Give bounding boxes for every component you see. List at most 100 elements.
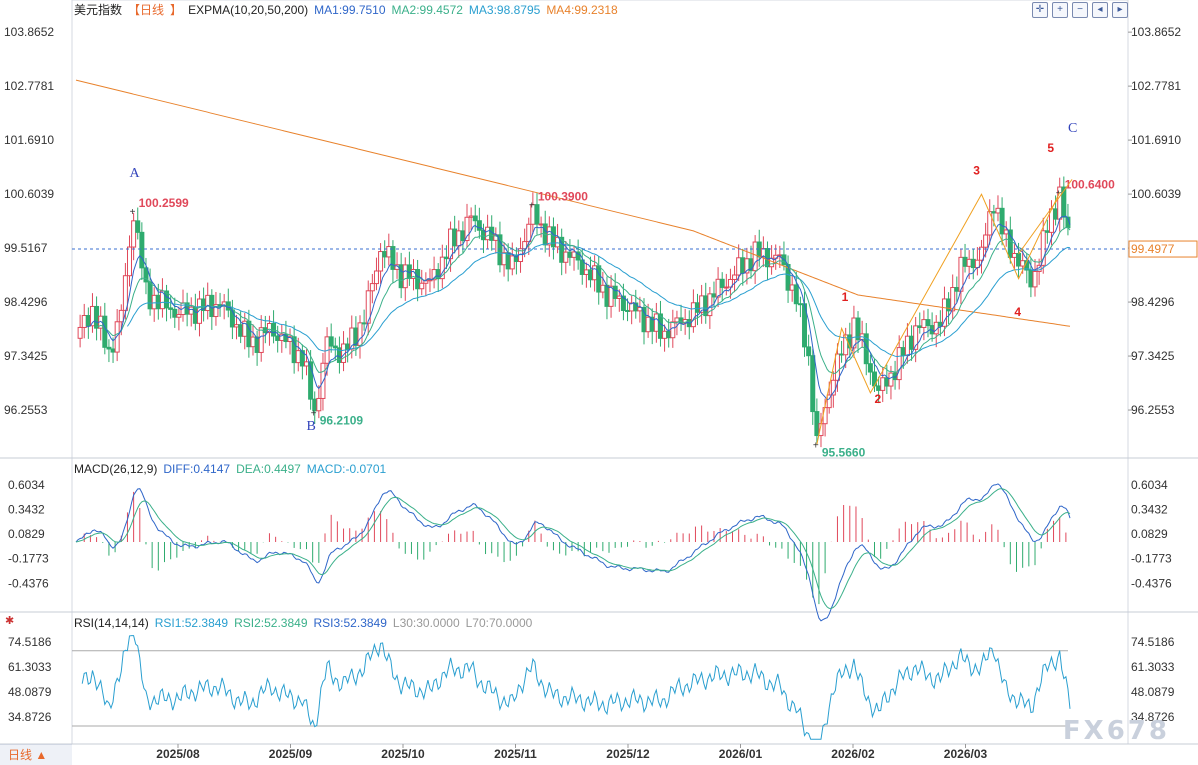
candle-body: [896, 347, 902, 381]
candle-body: [295, 350, 301, 364]
indicator-name[interactable]: EXPMA(10,20,50,200): [188, 3, 309, 17]
candle-body: [143, 267, 149, 283]
price-axis-label-right: 96.2553: [1131, 403, 1175, 417]
rsi-axis-label-right: 48.0879: [1131, 685, 1175, 699]
candle-body: [995, 207, 1001, 214]
ma1-line: [86, 215, 1071, 401]
candle-body: [740, 257, 746, 274]
ma3-line: [126, 242, 1071, 358]
candle-body: [797, 303, 803, 306]
candle-body: [472, 215, 478, 222]
candle-body: [633, 302, 639, 312]
watermark: FX678: [1062, 716, 1170, 746]
wave-annotation: A: [130, 166, 141, 181]
candle-body: [94, 305, 100, 329]
candle-body: [497, 234, 503, 266]
rsi-axis-label-left: 61.3033: [8, 660, 52, 674]
candle-body: [386, 246, 392, 258]
candle-body: [1011, 253, 1017, 258]
period-selector-tab[interactable]: 日线 ▲: [0, 744, 72, 765]
candle-body: [950, 287, 956, 312]
candle-body: [736, 257, 742, 276]
time-axis-label: 2025/10: [381, 747, 425, 761]
candle-body: [127, 246, 133, 277]
candle-body: [106, 346, 112, 350]
wave-annotation: C: [1068, 121, 1077, 136]
macd-panel-header: MACD(26,12,9) DIFF:0.4147 DEA:0.4497 MACD:-…: [74, 461, 392, 477]
candle-body: [1053, 208, 1059, 220]
candle-body: [382, 251, 388, 258]
settings-icon[interactable]: ✱: [5, 615, 15, 627]
candle-body: [876, 385, 882, 391]
candle-body: [443, 256, 449, 260]
wave-path: [816, 192, 1061, 445]
instrument-title: 美元指数: [74, 3, 123, 17]
candle-body: [880, 377, 886, 391]
candle-body: [81, 315, 87, 328]
candle-body: [793, 284, 799, 305]
scroll-right-icon[interactable]: ▸: [1112, 2, 1128, 18]
candle-body: [719, 278, 725, 288]
macd-axis-label-right: 0.6034: [1131, 478, 1168, 492]
macd-dea: DEA:0.4497: [236, 462, 301, 476]
wave-channel-line: [1018, 179, 1073, 255]
scroll-left-icon[interactable]: ◂: [1092, 2, 1108, 18]
rsi-panel-header: RSI(14,14,14) RSI1:52.3849 RSI2:52.3849 RSI…: [74, 615, 538, 631]
candle-body: [164, 290, 170, 309]
candle-body: [789, 284, 795, 291]
price-axis-label-right: 100.6039: [1131, 187, 1181, 201]
candle-body: [534, 204, 540, 225]
candle-body: [147, 281, 153, 310]
macd-dea-line: [75, 488, 1071, 609]
candle-body: [419, 282, 425, 290]
extreme-label: 100.2599: [139, 196, 189, 210]
candle-body: [369, 283, 375, 292]
candle-body: [1032, 270, 1038, 288]
candle-body: [1044, 230, 1050, 233]
current-price-box: [1128, 240, 1198, 258]
zoom-out-icon[interactable]: −: [1072, 2, 1088, 18]
candle-body: [151, 294, 157, 310]
candle-body: [962, 256, 968, 267]
time-axis-label: 2025/08: [156, 747, 200, 761]
wave-annotation: B: [306, 419, 315, 434]
candle-body: [666, 330, 672, 339]
macd-axis-label-right: 0.3432: [1131, 503, 1168, 517]
candle-body: [695, 302, 701, 313]
candle-body: [316, 397, 322, 412]
period-label[interactable]: 【日线】: [128, 3, 183, 17]
candle-body: [884, 377, 890, 387]
extreme-label: 96.2109: [320, 413, 364, 427]
candle-body: [229, 309, 235, 328]
candle-body: [888, 372, 894, 387]
rsi-name[interactable]: RSI(14,14,14): [74, 616, 149, 630]
price-axis-label-left: 101.6910: [4, 133, 54, 147]
macd-axis-label-right: -0.1773: [1131, 552, 1172, 566]
candle-body: [550, 226, 556, 248]
candle-body: [365, 290, 371, 324]
rsi-line: [81, 635, 1071, 740]
macd-name[interactable]: MACD(26,12,9): [74, 462, 158, 476]
candle-body: [612, 285, 618, 299]
macd-axis-label-right: 0.0829: [1131, 527, 1168, 541]
rsi3-value: RSI3:52.3849: [313, 616, 387, 630]
rsi1-value: RSI1:52.3849: [154, 616, 229, 630]
candle-body: [559, 236, 565, 263]
price-axis-label-left: 96.2553: [4, 403, 48, 417]
candle-body: [575, 251, 581, 261]
rsi-l30: L30:30.0000: [392, 616, 460, 630]
candle-body: [1020, 260, 1026, 267]
extreme-marker: +: [311, 408, 317, 419]
candle-body: [308, 361, 314, 400]
candle-body: [332, 345, 338, 349]
crosshair-icon[interactable]: ✛: [1032, 2, 1048, 18]
macd-axis-label-right: -0.4376: [1131, 576, 1172, 590]
rsi-axis-label-right: 34.8726: [1131, 710, 1175, 724]
zoom-in-icon[interactable]: +: [1052, 2, 1068, 18]
price-panel-header: 美元指数 【日线】 EXPMA(10,20,50,200) MA1:99.7510 MA…: [74, 2, 624, 18]
candle-body: [657, 313, 663, 339]
price-axis-label-left: 98.4296: [4, 295, 48, 309]
extreme-label: 95.5660: [822, 445, 866, 459]
candle-body: [77, 326, 83, 339]
candle-body: [328, 336, 334, 347]
